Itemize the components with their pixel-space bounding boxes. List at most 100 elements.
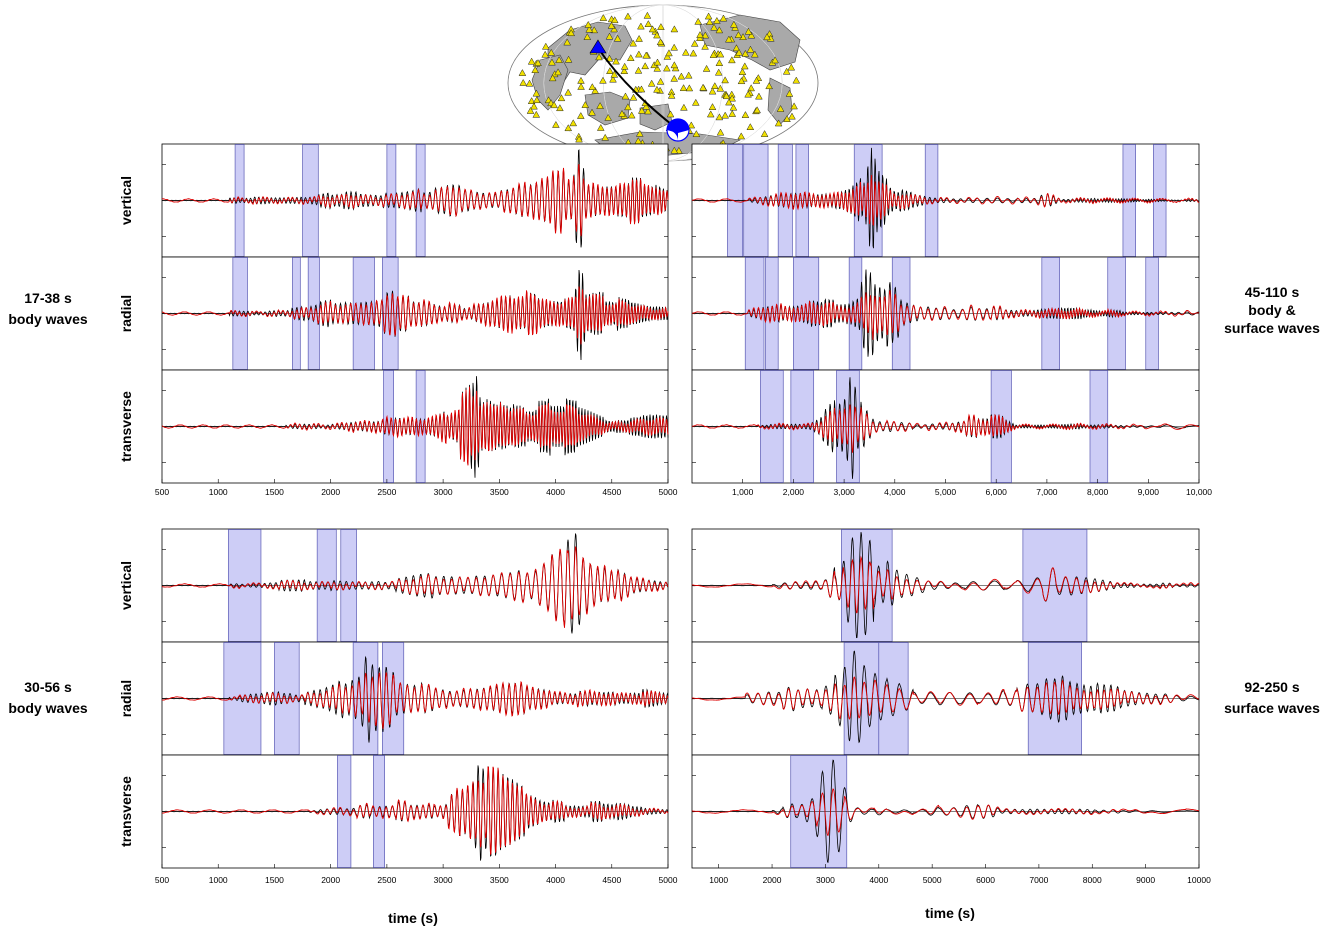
trace-transverse: transverse	[118, 754, 669, 869]
station-marker	[643, 11, 652, 19]
station-marker	[710, 23, 718, 31]
x-tick-label: 4000	[546, 875, 565, 885]
band-label-45-110-line2: body &	[1248, 302, 1295, 318]
station-marker	[624, 103, 632, 111]
x-tick-label: 1000	[709, 875, 728, 885]
station-marker	[548, 74, 557, 82]
synthetic-waveform	[161, 163, 669, 237]
station-marker	[665, 49, 673, 57]
station-marker	[525, 79, 534, 87]
station-marker	[792, 76, 801, 84]
station-marker	[740, 62, 749, 70]
station-marker	[679, 84, 688, 92]
station-marker	[556, 104, 564, 112]
station-marker	[564, 55, 573, 63]
synthetic-waveform	[161, 672, 669, 729]
station-marker	[687, 121, 696, 129]
station-marker	[656, 38, 665, 46]
observed-waveform	[692, 759, 1199, 863]
station-marker	[642, 51, 650, 59]
station-marker	[584, 20, 593, 28]
station-marker	[644, 20, 653, 27]
station-marker	[610, 70, 619, 78]
station-marker	[666, 110, 675, 118]
station-marker	[552, 120, 560, 128]
station-marker	[613, 34, 622, 42]
station-marker	[642, 102, 651, 110]
station-marker	[677, 72, 686, 80]
station-marker	[716, 84, 725, 92]
station-marker	[716, 50, 725, 58]
station-marker	[752, 76, 761, 84]
waveform-panels: vertical radial transverse 500 1000 1500 2000 2…	[118, 143, 1212, 885]
station-marker	[692, 130, 701, 137]
station-marker	[790, 102, 798, 110]
trace-vertical	[691, 143, 1200, 258]
station-marker	[663, 52, 672, 60]
station-marker	[532, 96, 541, 104]
synthetic-waveform	[691, 676, 1200, 720]
station-marker	[634, 66, 643, 74]
station-marker	[737, 132, 746, 140]
station-marker	[737, 77, 746, 85]
station-marker	[620, 67, 629, 75]
station-marker	[629, 39, 637, 47]
station-marker	[715, 26, 724, 34]
station-marker	[684, 71, 693, 79]
station-marker	[657, 23, 665, 30]
station-marker	[530, 102, 538, 110]
station-marker	[637, 22, 645, 30]
station-marker	[527, 57, 536, 65]
x-tick-label: 5000	[659, 487, 678, 497]
station-marker	[581, 101, 590, 108]
trace-transverse: transverse	[118, 369, 669, 484]
station-marker	[569, 119, 578, 127]
station-marker	[716, 128, 725, 136]
station-marker	[681, 48, 690, 56]
x-axis-label-left: time (s)	[388, 910, 438, 926]
station-marker	[670, 43, 679, 51]
station-marker	[721, 111, 730, 119]
x-tick-label: 3500	[490, 487, 509, 497]
x-tick-label: 2000	[321, 487, 340, 497]
x-tick-label: 3500	[490, 875, 509, 885]
x-tick-label: 2,000	[783, 487, 805, 497]
station-marker	[575, 135, 583, 143]
x-tick-label: 3,000	[833, 487, 855, 497]
station-marker	[656, 77, 665, 85]
x-tick-label: 500	[155, 875, 169, 885]
station-marker	[753, 106, 761, 114]
x-tick-label: 10,000	[1186, 487, 1212, 497]
station-marker	[541, 50, 550, 58]
x-axis-label-right: time (s)	[925, 905, 975, 921]
station-marker	[635, 50, 643, 58]
station-marker	[691, 98, 700, 106]
station-marker	[722, 92, 731, 100]
station-marker	[730, 20, 738, 28]
station-marker	[635, 129, 644, 137]
synthetic-waveform	[691, 404, 1200, 453]
station-marker	[547, 48, 556, 56]
observed-waveform	[692, 532, 1200, 639]
station-marker	[670, 25, 679, 33]
x-tick-label: 4500	[602, 487, 621, 497]
station-marker	[776, 104, 785, 112]
trace-radial: radial	[118, 641, 669, 756]
station-marker	[699, 83, 707, 91]
station-marker	[596, 102, 604, 109]
x-tick-label: 1,000	[732, 487, 754, 497]
station-marker	[635, 34, 643, 42]
great-circle-path	[597, 47, 677, 129]
x-tick-label: 4000	[546, 487, 565, 497]
station-marker	[591, 86, 599, 94]
station-marker	[728, 56, 736, 64]
synthetic-waveform	[692, 788, 1200, 837]
station-marker	[567, 29, 575, 37]
station-marker	[670, 146, 679, 154]
x-tick-label: 10000	[1187, 875, 1211, 885]
x-tick-label: 2000	[763, 875, 782, 885]
station-marker	[550, 101, 558, 109]
x-tick-label: 5,000	[935, 487, 957, 497]
station-marker	[709, 51, 718, 58]
